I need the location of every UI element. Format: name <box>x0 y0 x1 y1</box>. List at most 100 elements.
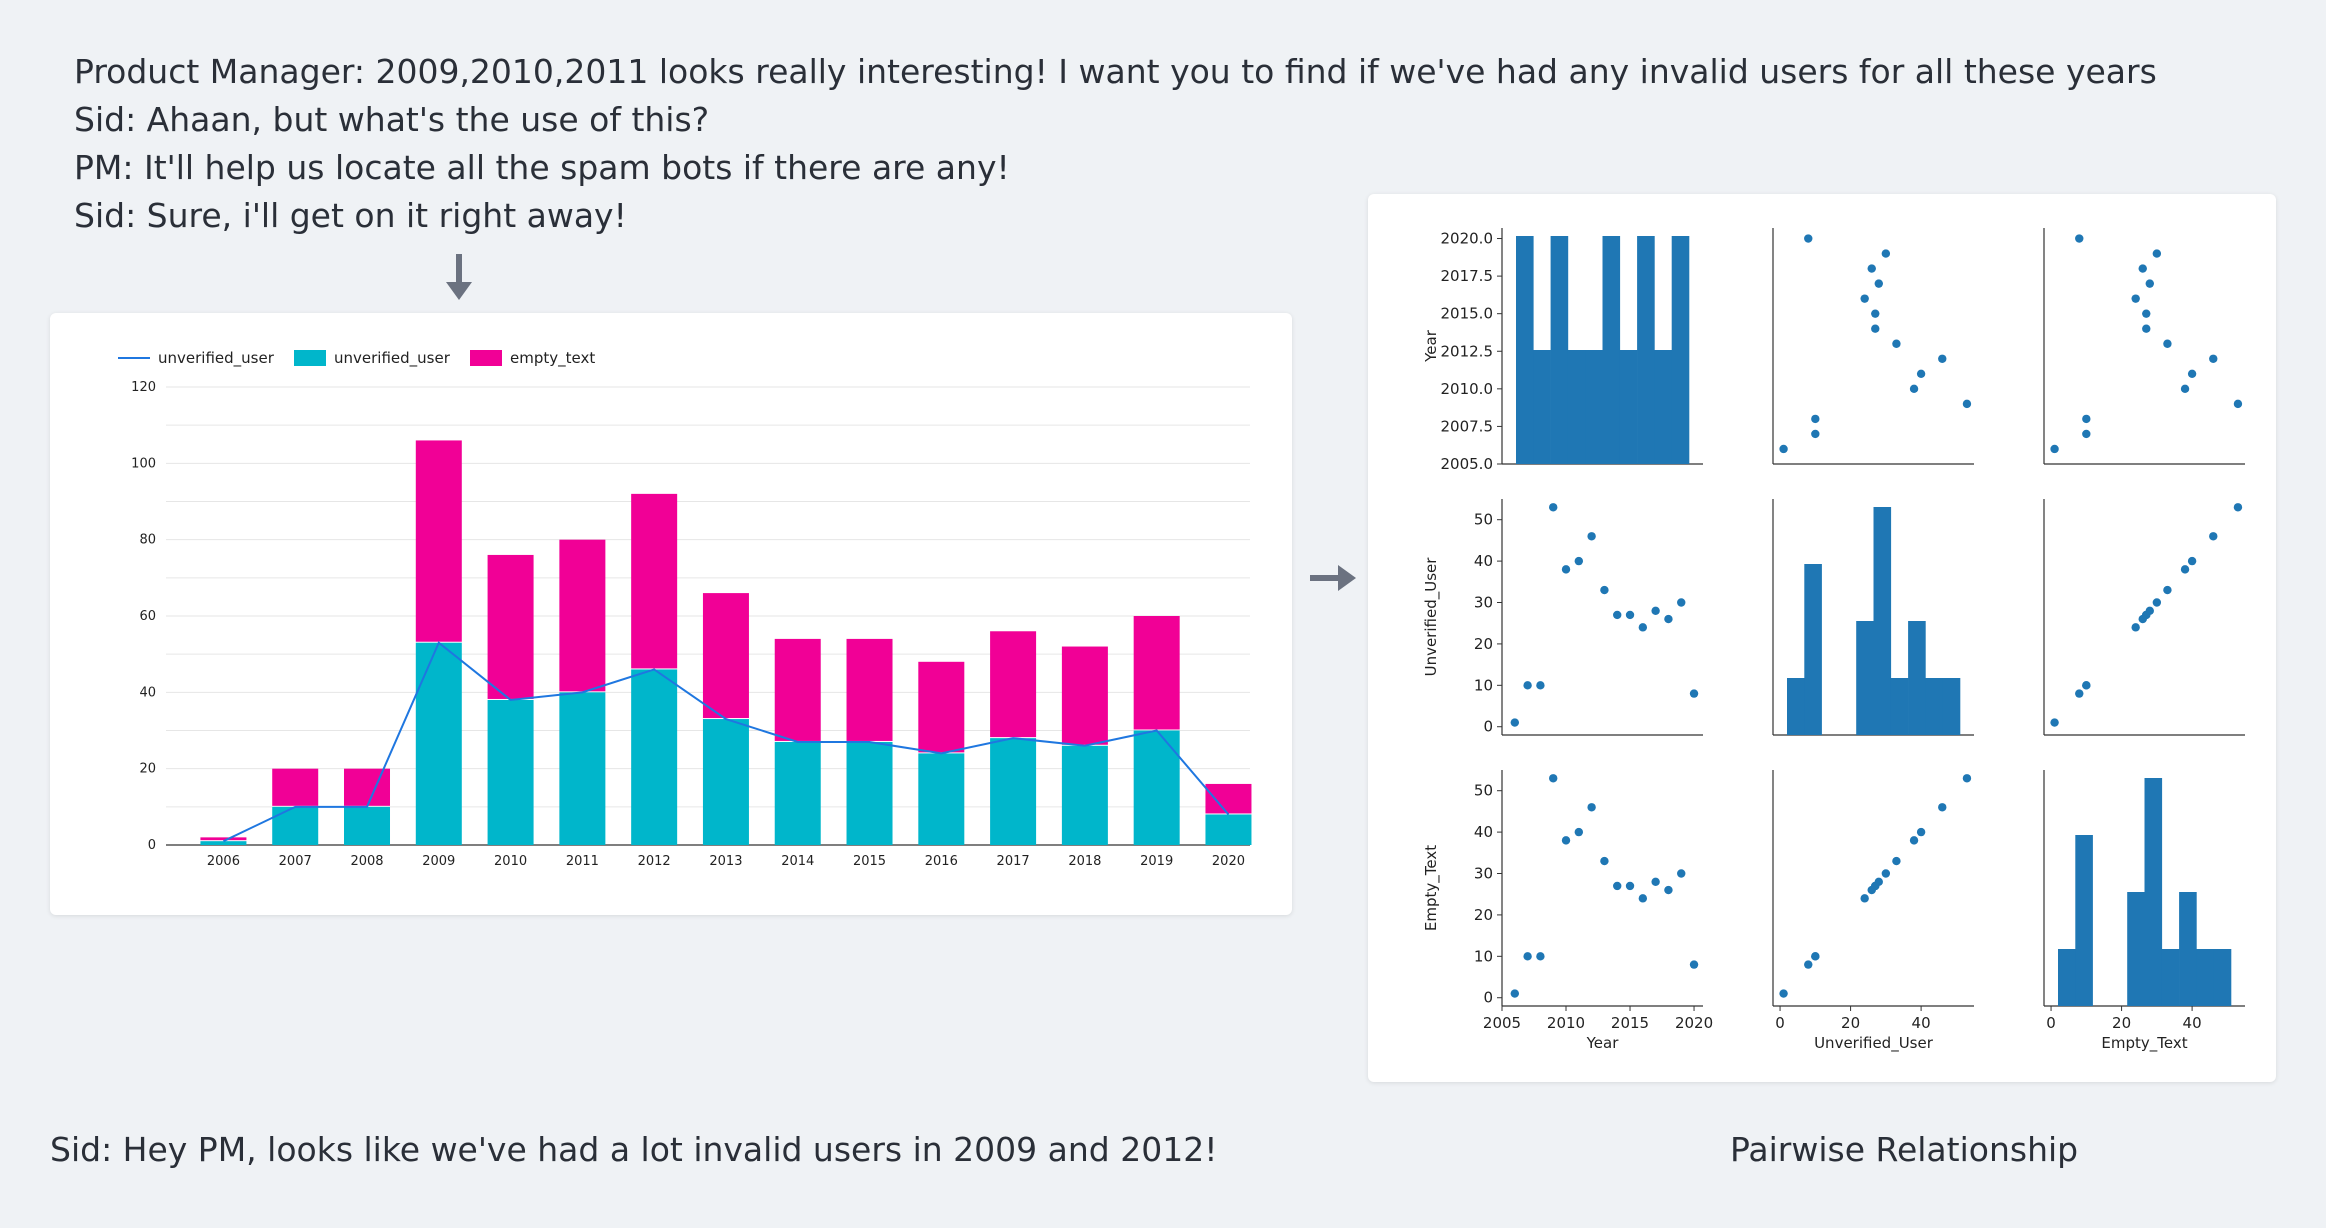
dialogue-line: Product Manager: 2009,2010,2011 looks re… <box>74 52 2157 91</box>
y-tick-label: 50 <box>1474 782 1493 800</box>
bar-unverified-user <box>990 738 1037 845</box>
pairwise-title: Pairwise Relationship <box>1730 1130 2079 1169</box>
y-axis-label: Unverified_User <box>1422 557 1441 677</box>
x-tick-label: 2019 <box>1140 854 1173 869</box>
scatter-point <box>1651 877 1660 886</box>
histogram-bar <box>2196 949 2214 1006</box>
scatter-point <box>1651 606 1660 615</box>
scatter-point <box>2163 339 2172 348</box>
scatter-point <box>2131 623 2140 632</box>
stacked-bar-chart: 0 20 40 60 80 100 120 2006 2007 2008 2009 2010 2011 2… <box>118 349 1252 869</box>
scatter-point <box>1638 894 1648 903</box>
scatter-point <box>1938 803 1947 812</box>
x-tick-label: 2014 <box>781 854 814 869</box>
scatter-point <box>2187 369 2197 379</box>
x-tick-label: 2010 <box>1547 1014 1585 1032</box>
scatter-point <box>1536 681 1545 690</box>
bar-unverified-user <box>487 699 534 845</box>
histogram-bar <box>1567 350 1586 464</box>
scatter-point <box>1938 354 1947 363</box>
bar-empty-text <box>200 837 247 841</box>
histogram-bar <box>1533 350 1551 464</box>
y-tick-label: 2010.0 <box>1441 380 1494 398</box>
legend-label: unverified_user <box>334 349 451 368</box>
scatter-point <box>1638 623 1648 632</box>
scatter-point <box>2152 598 2162 607</box>
scatter-point <box>1881 249 1891 258</box>
scatter-point <box>1587 803 1596 812</box>
x-tick-label: 2012 <box>638 854 671 869</box>
scatter-point <box>1811 414 1820 424</box>
scatter-point <box>2082 414 2091 424</box>
x-tick-label: 2020 <box>1675 1014 1713 1032</box>
legend-label: unverified_user <box>158 349 275 368</box>
scatter-point <box>2082 429 2091 439</box>
x-tick-label: 40 <box>2183 1014 2202 1032</box>
histogram-bar <box>1637 236 1655 464</box>
bar-unverified-user <box>1133 730 1180 845</box>
scatter-point <box>2050 444 2059 454</box>
histogram-bar <box>1619 350 1638 464</box>
x-tick-label: 40 <box>1912 1014 1931 1032</box>
scatter-point <box>1804 960 1813 969</box>
histogram-bar <box>2127 892 2145 1006</box>
down-arrow-icon <box>446 254 472 300</box>
scatter-point <box>1909 836 1919 845</box>
scatter-point <box>1587 532 1596 541</box>
y-axis-label: Year <box>1422 329 1440 363</box>
scatter-point <box>1871 324 1880 333</box>
y-tick-label: 30 <box>1474 865 1493 883</box>
scatter-point <box>1510 989 1520 998</box>
scatter-point <box>1892 339 1901 348</box>
x-tick-label: 2005 <box>1483 1014 1521 1032</box>
histogram-bar <box>1654 350 1672 464</box>
pair-panel-Unverified_User-Unverified_User <box>1772 499 1974 736</box>
histogram-bar <box>1873 507 1892 735</box>
histogram-bar <box>2058 949 2076 1006</box>
y-tick-label: 20 <box>1474 906 1493 924</box>
scatter-point <box>2233 399 2243 409</box>
bar-unverified-user <box>702 719 749 845</box>
bar-unverified-user <box>344 806 391 845</box>
scatter-point <box>1523 681 1532 690</box>
pair-panel-Year-Empty_Text <box>2043 228 2245 465</box>
histogram-bar <box>2213 949 2232 1006</box>
scatter-point <box>1574 827 1584 837</box>
bar-empty-text <box>774 638 821 741</box>
scatter-point <box>1867 885 1876 895</box>
y-tick-label: 0 <box>1483 989 1493 1007</box>
right-arrow-icon <box>1310 565 1356 591</box>
bar-empty-text <box>631 493 678 669</box>
scatter-point <box>1613 610 1622 620</box>
y-tick-label: 2020.0 <box>1441 230 1494 248</box>
x-tick-label: 20 <box>1841 1014 1860 1032</box>
scatter-point <box>1874 279 1883 288</box>
y-tick-label: 0 <box>148 838 156 853</box>
x-tick-label: 2010 <box>494 854 527 869</box>
pair-panel-Unverified_User-Year: 0 10 20 30 40 50 Unverified_User <box>1422 499 1703 736</box>
histogram-bar <box>1516 236 1534 464</box>
bar-unverified-user <box>272 806 319 845</box>
scatter-point <box>1804 234 1813 243</box>
scatter-point <box>2142 324 2151 333</box>
histogram-bar <box>1804 564 1822 735</box>
scatter-point <box>1600 585 1609 595</box>
bar-empty-text <box>487 554 534 699</box>
pair-panel-Year-Year: 2005.0 2007.5 2010.0 2012.5 2015.0 2017.5 2020… <box>1422 228 1703 473</box>
dialogue-line: PM: It'll help us locate all the spam bo… <box>74 148 1010 187</box>
scatter-point <box>1871 309 1880 318</box>
scatter-point <box>2209 532 2218 541</box>
x-axis-label: Year <box>1586 1034 1620 1052</box>
footer-note: Sid: Hey PM, looks like we've had a lot … <box>50 1130 1218 1169</box>
bar-empty-text <box>702 593 749 719</box>
bar-unverified-user <box>631 669 678 845</box>
y-tick-label: 80 <box>139 533 156 548</box>
x-tick-label: 2017 <box>997 854 1030 869</box>
y-tick-label: 50 <box>1474 511 1493 529</box>
x-tick-label: 2007 <box>279 854 312 869</box>
scatter-point <box>1523 952 1532 961</box>
scatter-point <box>1561 836 1571 845</box>
scatter-point <box>1613 881 1622 891</box>
histogram-bar <box>1942 678 1961 735</box>
y-tick-label: 0 <box>1483 718 1493 736</box>
